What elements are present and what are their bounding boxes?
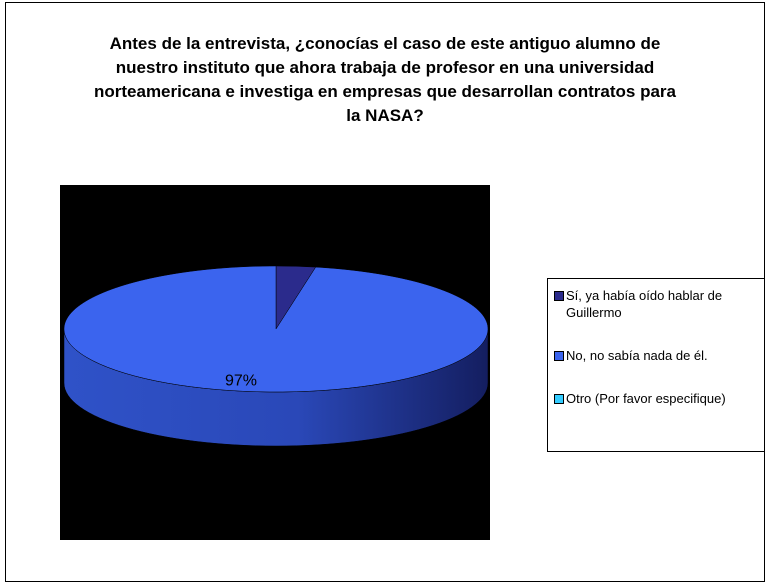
legend-entry: Sí, ya había oído hablar de Guillermo	[554, 287, 759, 321]
data-label: 97%	[225, 372, 257, 389]
legend-entry: No, no sabía nada de él.	[554, 347, 759, 364]
legend-entry: Otro (Por favor especifique)	[554, 390, 759, 407]
chart-title: Antes de la entrevista, ¿conocías el cas…	[93, 34, 676, 125]
legend: Sí, ya había oído hablar de Guillermo No,…	[547, 278, 765, 452]
pie-slice	[63, 265, 489, 393]
legend-swatch	[554, 291, 564, 301]
legend-label: Sí, ya había oído hablar de Guillermo	[566, 288, 723, 320]
legend-swatch	[554, 394, 564, 404]
legend-label: Otro (Por favor especifique)	[566, 391, 726, 406]
legend-swatch	[554, 351, 564, 361]
legend-label: No, no sabía nada de él.	[566, 348, 708, 363]
